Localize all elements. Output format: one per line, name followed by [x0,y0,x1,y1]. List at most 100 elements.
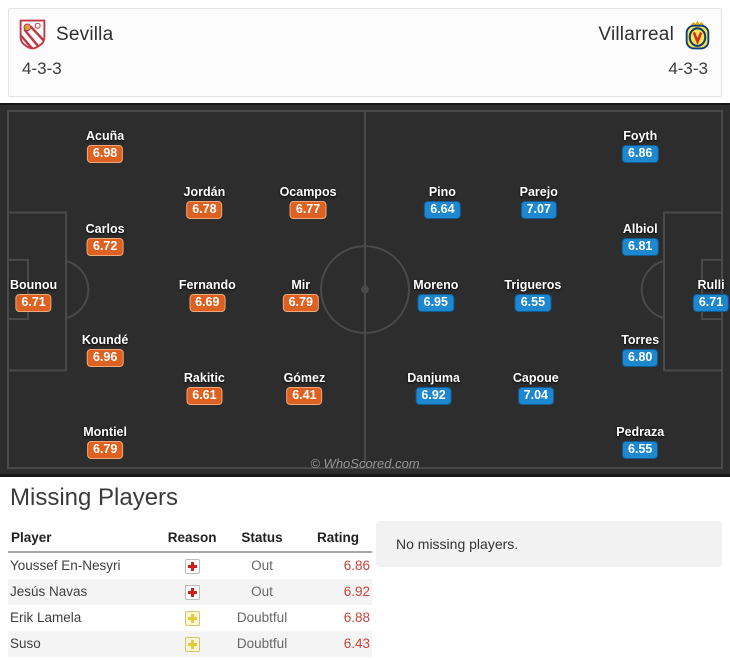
missing-player-reason [158,552,227,579]
column-reason: Reason [157,526,227,553]
player-name: Rulli [697,278,725,293]
missing-player-name[interactable]: Jesús Navas [10,584,88,600]
player-rating-badge: 6.71 [692,294,730,313]
away-team-block: Villarreal 4-3-3 [598,19,711,88]
player-rating-badge: 6.79 [86,441,124,460]
home-player-gómez[interactable]: Gómez 6.41 [283,371,326,406]
missing-player-name[interactable]: Erik Lamela [10,610,82,626]
missing-player-status: Doubtful [236,636,288,652]
away-player-pino[interactable]: Pino 6.64 [424,185,461,219]
home-player-carlos[interactable]: Carlos 6.72 [85,222,125,257]
home-player-ocampos[interactable]: Ocampos 6.77 [280,185,337,219]
injury-out-icon [184,584,200,600]
player-name: Bounou [9,278,58,293]
home-team-block: Sevilla 4-3-3 [19,19,113,88]
player-name: Fernando [178,278,236,293]
player-name: Ocampos [279,184,337,199]
missing-player-name[interactable]: Youssef En-Nesyri [10,558,121,574]
player-rating-badge: 6.80 [622,348,659,367]
player-rating-badge: 6.41 [286,387,323,406]
missing-players-title: Missing Players [10,484,179,511]
away-missing-note-text: No missing players. [396,536,519,552]
away-player-torres[interactable]: Torres 6.80 [621,333,659,367]
home-formation: 4-3-3 [22,59,62,78]
player-rating-badge: 6.86 [622,144,659,163]
injury-doubtful-icon [184,636,200,652]
player-name: Koundé [81,332,129,347]
player-name: Jordán [183,184,226,199]
player-rating-badge: 6.55 [514,294,552,313]
away-player-trigueros[interactable]: Trigueros 6.55 [504,278,561,313]
watermark: © WhoScored.com [310,456,420,471]
player-name: Foyth [623,128,658,143]
missing-player-rating: 6.43 [343,636,370,652]
column-rating: Rating [297,526,372,553]
away-player-danjuma[interactable]: Danjuma 6.92 [407,371,461,406]
player-rating-badge: 6.69 [189,294,226,313]
player-name: Danjuma [407,371,461,386]
player-rating-badge: 6.81 [622,238,659,257]
player-name: Carlos [85,222,125,237]
missing-player-reason [158,579,227,605]
player-rating-badge: 6.77 [289,200,327,219]
home-player-koundé[interactable]: Koundé 6.96 [81,332,129,367]
home-player-acuña[interactable]: Acuña 6.98 [86,129,124,163]
missing-player-rating: 6.88 [343,610,370,626]
player-name: Torres [621,332,660,347]
home-player-montiel[interactable]: Montiel 6.79 [83,425,127,460]
player-name: Albiol [622,222,658,237]
away-player-foyth[interactable]: Foyth 6.86 [622,128,659,163]
missing-player-status: Out [251,584,273,600]
player-rating-badge: 7.07 [520,200,557,219]
away-player-albiol[interactable]: Albiol 6.81 [622,222,659,257]
home-player-rakitic[interactable]: Rakitic 6.61 [183,371,225,406]
away-player-moreno[interactable]: Moreno 6.95 [413,278,459,313]
missing-player-name[interactable]: Suso [10,636,41,652]
player-rating-badge: 6.64 [424,200,461,219]
missing-player-reason [158,605,227,631]
sevilla-crest-icon [19,19,46,50]
player-rating-badge: 6.96 [86,348,124,367]
away-team-name[interactable]: Villarreal [598,23,674,45]
home-player-fernando[interactable]: Fernando 6.69 [178,278,236,313]
player-rating-badge: 6.71 [15,294,52,313]
player-name: Acuña [86,128,125,143]
home-player-jordán[interactable]: Jordán 6.78 [183,184,226,219]
column-status: Status [226,526,298,553]
missing-player-row: Suso Doubtful 6.43 [8,630,372,657]
player-name: Montiel [83,425,127,440]
player-rating-badge: 6.61 [186,387,223,406]
injury-doubtful-icon [184,610,200,626]
home-team-name[interactable]: Sevilla [56,23,114,45]
missing-players-table: Player Reason Status Rating Youssef En-N… [8,526,372,657]
player-rating-badge: 6.78 [186,200,223,219]
player-name: Gómez [283,371,326,386]
home-player-mir[interactable]: Mir 6.79 [282,278,319,313]
player-name: Pedraza [616,425,665,440]
missing-player-reason [158,631,227,657]
player-rating-badge: 6.95 [417,294,454,313]
player-name: Capoue [512,371,559,386]
pitch: Bounou 6.71 Acuña 6.98 Carlos 6.72 Koundé 6.96 M… [0,103,730,477]
missing-player-row: Youssef En-Nesyri Out 6.86 [8,552,372,579]
player-name: Moreno [413,278,459,293]
player-rating-badge: 6.72 [86,238,124,257]
missing-players-header-row: Player Reason Status Rating [8,526,372,553]
home-player-bounou[interactable]: Bounou 6.71 [9,278,58,313]
player-rating-badge: 6.92 [415,387,452,406]
missing-players-table-body: Youssef En-Nesyri Out 6.86 Jesús Navas Out 6.… [8,552,372,657]
away-missing-note: No missing players. [376,521,722,567]
match-header: Sevilla 4-3-3 Villarreal 4-3-3 [8,8,722,97]
player-name: Parejo [519,184,558,199]
player-rating-badge: 7.04 [517,387,554,406]
away-player-pedraza[interactable]: Pedraza 6.55 [616,425,665,460]
away-player-parejo[interactable]: Parejo 7.07 [520,185,558,219]
away-player-rulli[interactable]: Rulli 6.71 [692,278,730,313]
player-name: Mir [291,278,311,293]
pitch-markings [7,109,723,470]
players-layer: Bounou 6.71 Acuña 6.98 Carlos 6.72 Koundé 6.96 M… [0,105,730,474]
away-player-capoue[interactable]: Capoue 7.04 [512,371,559,406]
player-name: Rakitic [183,371,225,386]
player-rating-badge: 6.98 [86,144,124,163]
player-rating-badge: 6.79 [282,294,319,313]
